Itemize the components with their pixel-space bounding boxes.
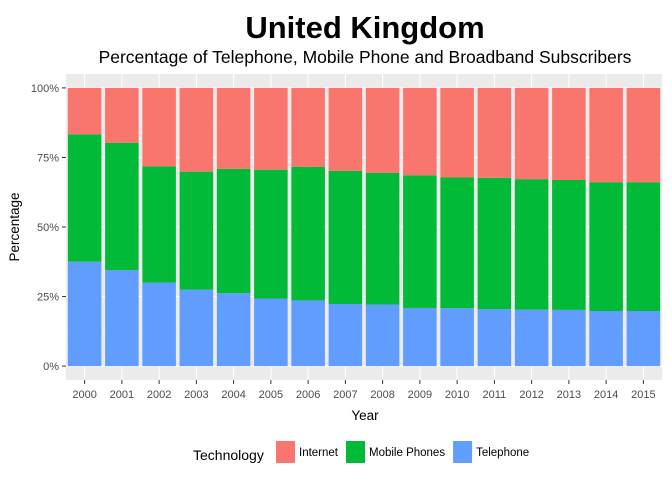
y-tick-label: 0% (43, 361, 59, 373)
bar-internet-2003 (179, 87, 214, 172)
bar-telephone-2004 (216, 293, 251, 367)
x-tick-label: 2008 (370, 389, 394, 401)
bar-mobile-phones-2014 (589, 182, 623, 312)
bar-internet-2001 (105, 87, 139, 143)
bar-telephone-2012 (514, 309, 549, 367)
chart-subtitle: Percentage of Telephone, Mobile Phone an… (99, 47, 632, 67)
x-tick-label: 2001 (110, 389, 134, 401)
bar-mobile-phones-2013 (552, 179, 586, 310)
bar-mobile-phones-2000 (67, 134, 102, 262)
bar-internet-2015 (626, 87, 661, 183)
legend: Internet Mobile Phones Telephone (276, 441, 529, 463)
bar-mobile-phones-2015 (626, 182, 661, 312)
y-tick-label: 25% (37, 292, 59, 304)
bar-internet-2009 (403, 87, 437, 176)
y-tick-label: 100% (31, 83, 59, 95)
legend-key-mobile-phones (346, 441, 365, 463)
chart-title: United Kingdom (245, 10, 484, 45)
y-tick-label: 75% (37, 152, 59, 164)
x-tick-label: 2006 (296, 389, 320, 401)
x-tick-label: 2005 (259, 389, 283, 401)
x-tick-label: 2014 (594, 389, 618, 401)
x-tick-label: 2012 (519, 389, 543, 401)
axes: 0% 25% 50% 75% 100% 2000 2001 2002 2003 2004 2005 2… (31, 83, 656, 401)
bar-mobile-phones-2011 (477, 177, 512, 310)
x-tick-label: 2002 (147, 389, 171, 401)
legend-key-telephone (453, 441, 473, 463)
bar-mobile-phones-2007 (328, 170, 363, 305)
bar-mobile-phones-2012 (514, 179, 549, 310)
bar-mobile-phones-2006 (291, 166, 325, 301)
bar-telephone-2009 (403, 307, 437, 367)
bar-telephone-2014 (589, 311, 623, 367)
bar-internet-2005 (254, 87, 288, 170)
bar-internet-2006 (291, 87, 325, 167)
x-tick-label: 2007 (333, 389, 357, 401)
bar-internet-2011 (477, 87, 512, 178)
bar-internet-2002 (142, 87, 176, 167)
x-tick-label: 2010 (445, 389, 469, 401)
bar-mobile-phones-2010 (440, 177, 474, 309)
legend-label-telephone: Telephone (476, 447, 529, 459)
bar-telephone-2007 (328, 304, 363, 367)
bar-internet-2014 (589, 87, 623, 183)
legend-label-mobile-phones: Mobile Phones (369, 447, 445, 459)
x-tick-label: 2003 (184, 389, 208, 401)
x-tick-label: 2013 (557, 389, 581, 401)
bar-telephone-2010 (440, 308, 474, 367)
bar-mobile-phones-2001 (105, 142, 139, 271)
x-tick-label: 2015 (631, 389, 655, 401)
bar-telephone-2006 (291, 300, 325, 367)
bar-internet-2000 (67, 87, 102, 135)
bar-telephone-2002 (142, 282, 176, 367)
bar-mobile-phones-2004 (216, 168, 251, 294)
bars (67, 87, 661, 367)
bar-mobile-phones-2002 (142, 166, 176, 283)
x-tick-label: 2009 (408, 389, 432, 401)
bar-telephone-2011 (477, 309, 512, 367)
bar-telephone-2000 (67, 261, 102, 367)
bar-mobile-phones-2009 (403, 175, 437, 308)
bar-internet-2008 (365, 87, 400, 173)
x-axis-label: Year (351, 408, 379, 423)
bar-mobile-phones-2005 (254, 169, 288, 299)
legend-label-internet: Internet (299, 447, 339, 459)
bar-telephone-2003 (179, 289, 214, 367)
bar-telephone-2013 (552, 309, 586, 367)
bar-internet-2010 (440, 87, 474, 178)
bar-telephone-2005 (254, 298, 288, 367)
x-tick-label: 2004 (221, 389, 245, 401)
bar-internet-2012 (514, 87, 549, 180)
legend-key-internet (276, 441, 295, 463)
x-tick-label: 2000 (72, 389, 96, 401)
bar-mobile-phones-2003 (179, 171, 214, 290)
bar-mobile-phones-2008 (365, 172, 400, 305)
bar-internet-2004 (216, 87, 251, 169)
bar-telephone-2015 (626, 311, 661, 367)
bar-telephone-2008 (365, 304, 400, 367)
y-tick-label: 50% (37, 222, 59, 234)
bar-internet-2013 (552, 87, 586, 180)
bar-internet-2007 (328, 87, 363, 171)
bar-telephone-2001 (105, 270, 139, 367)
legend-title: Technology (193, 447, 264, 463)
x-tick-label: 2011 (483, 389, 507, 401)
y-axis-label: Percentage (7, 192, 22, 261)
